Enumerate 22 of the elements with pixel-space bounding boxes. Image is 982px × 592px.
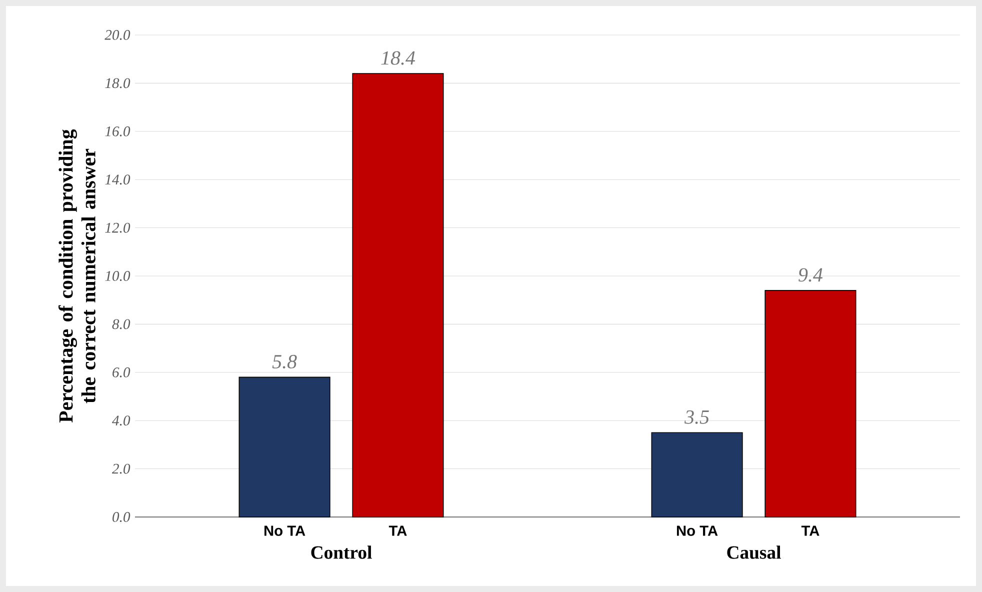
y-tick-label: 4.0 (112, 416, 130, 426)
y-tick-label: 14.0 (105, 174, 130, 185)
text: TA (801, 526, 820, 536)
series-label: TA (388, 526, 407, 536)
data-label: 3.5 (684, 410, 709, 424)
data-label: 18.4 (381, 51, 416, 65)
y-tick-label: 16.0 (105, 126, 130, 136)
y-tick-label: 10.0 (105, 271, 130, 281)
y-tick-label: 20.0 (104, 30, 130, 40)
x-tick-label: Control (311, 546, 372, 559)
y-tick-label: 12.0 (105, 222, 130, 233)
data-label: 5.8 (272, 354, 297, 369)
y-tick-label: 0.0 (112, 512, 130, 522)
data-label: 9.4 (798, 268, 823, 282)
y-axis-title: Percentage of condition providing the correct numerical answer (58, 129, 96, 423)
y-tick-label: 6.0 (112, 367, 130, 378)
y-tick-label: 18.0 (105, 78, 130, 88)
x-tick-label: Causal (727, 546, 781, 559)
y-tick-label: 8.0 (112, 319, 130, 330)
series-label: No TA (264, 526, 306, 536)
text: No TA (676, 526, 718, 536)
y-tick-label: 2.0 (112, 464, 130, 474)
